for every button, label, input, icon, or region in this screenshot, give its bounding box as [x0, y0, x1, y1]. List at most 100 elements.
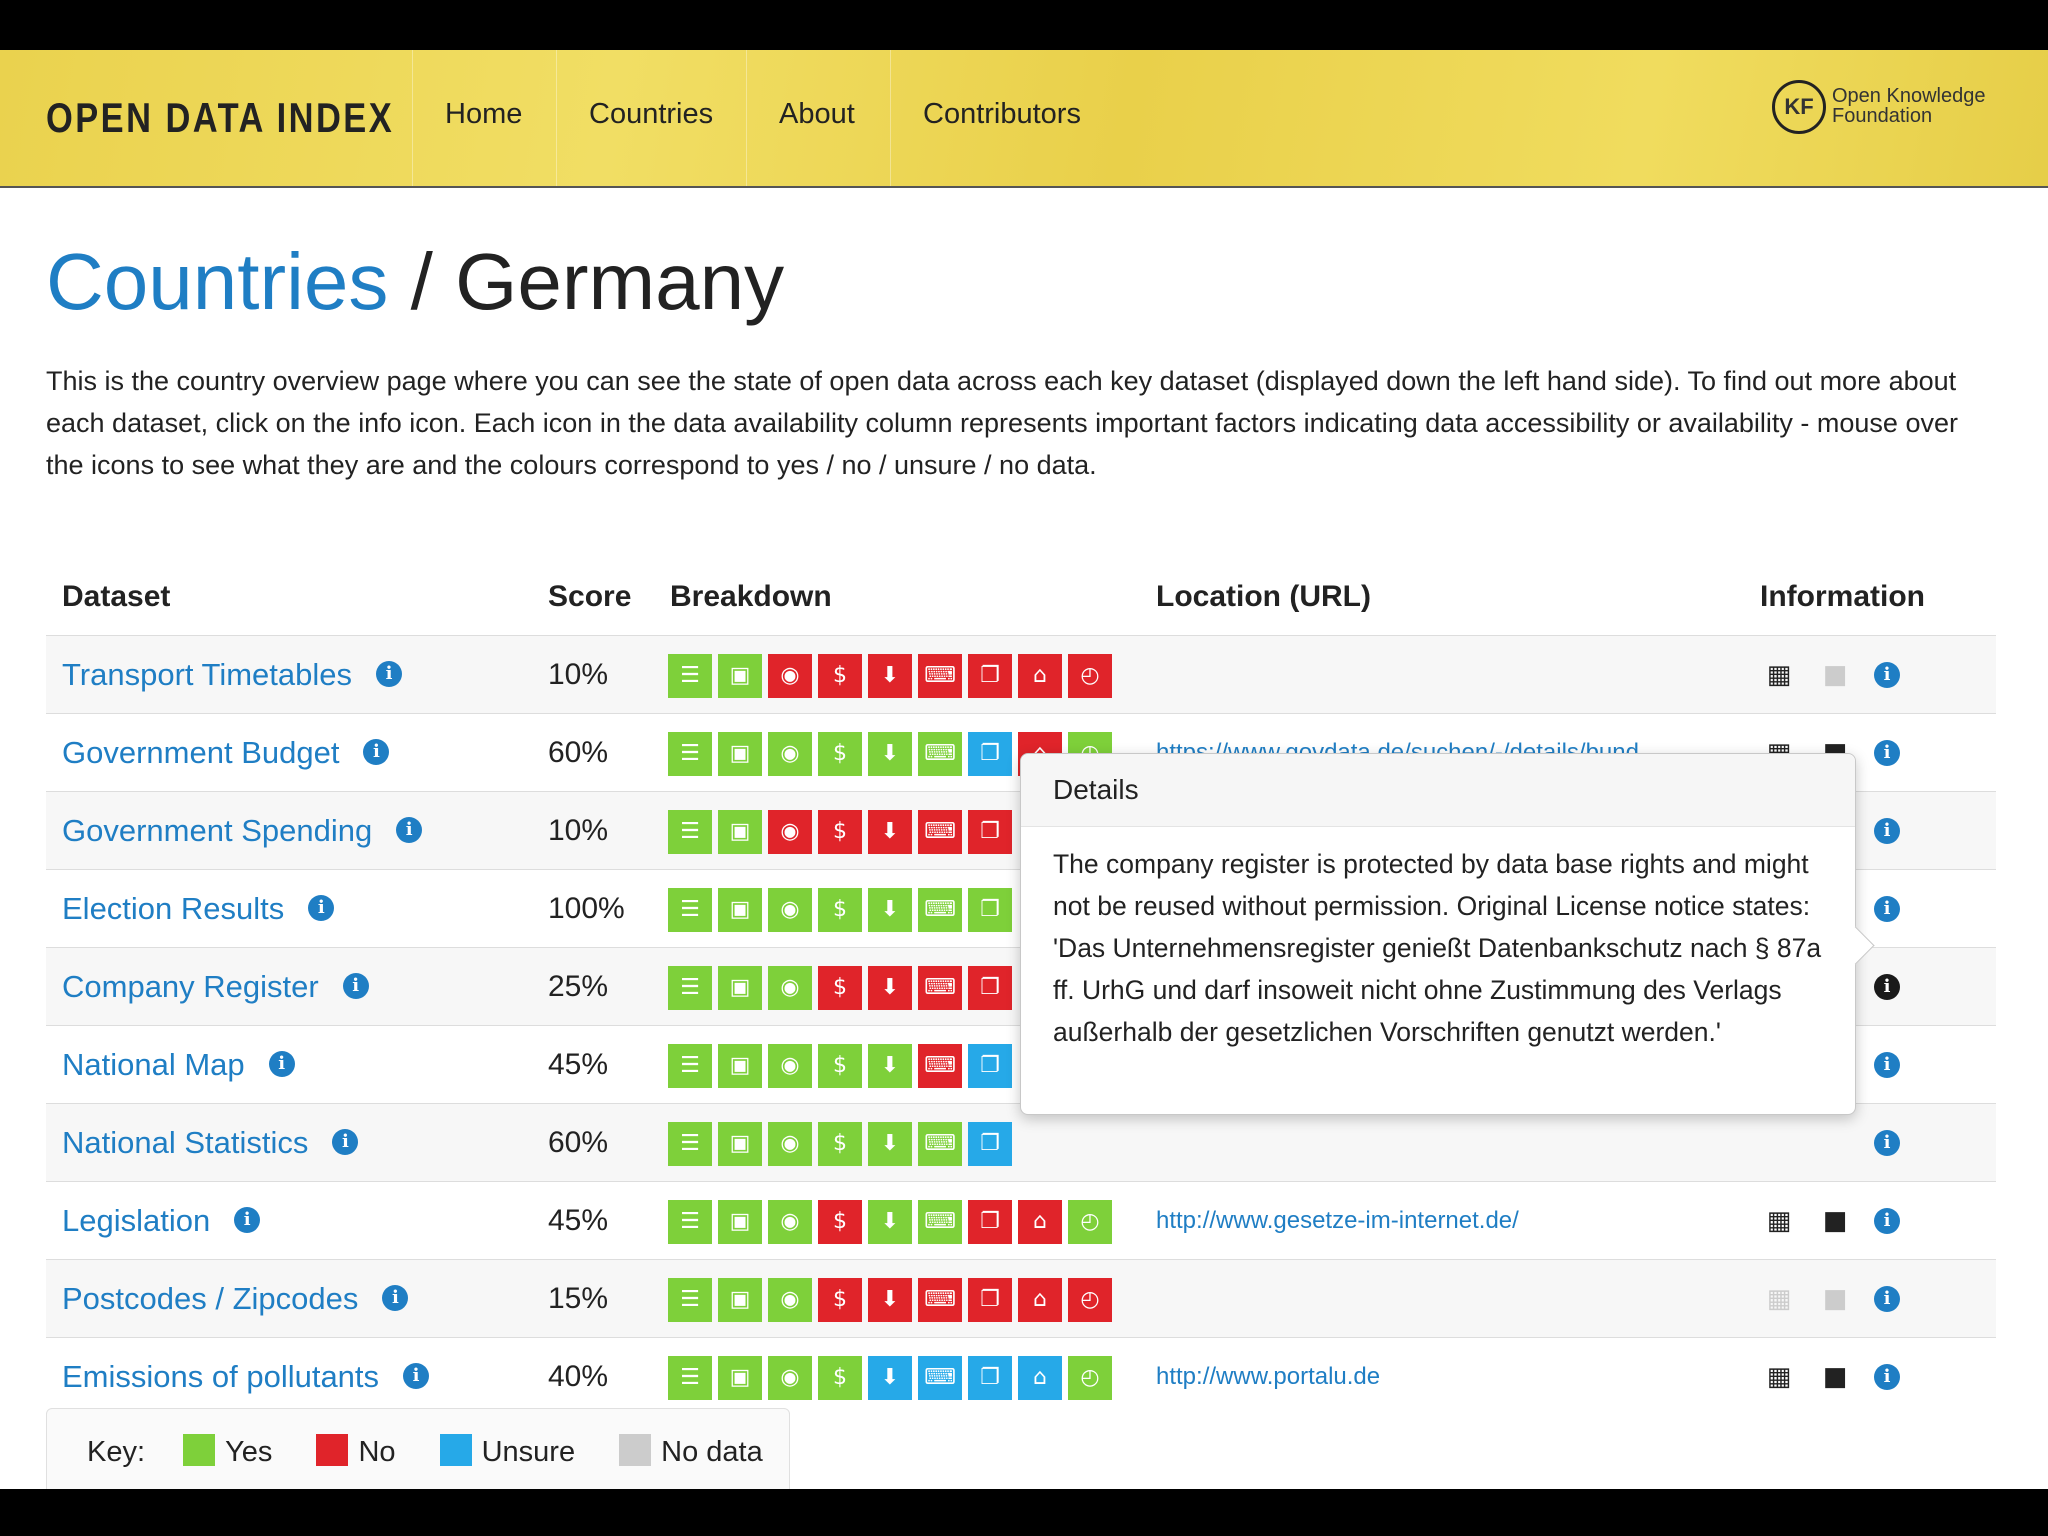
dataset-name[interactable]: Legislation — [62, 1203, 211, 1238]
dataset-link[interactable]: Government Spending i — [62, 792, 423, 870]
dataset-info-icon[interactable]: i — [363, 738, 390, 765]
details-info-icon[interactable]: i — [1874, 896, 1900, 922]
dollar-icon[interactable]: $ — [818, 1044, 862, 1088]
breadcrumb-countries[interactable]: Countries — [46, 237, 389, 326]
save-icon[interactable]: ▣ — [718, 1200, 762, 1244]
eye-icon[interactable]: ◉ — [768, 654, 812, 698]
eye-icon[interactable]: ◉ — [768, 1200, 812, 1244]
copy-icon[interactable]: ❐ — [968, 1356, 1012, 1400]
calendar-icon[interactable]: ▦ — [1766, 1206, 1792, 1236]
details-info-icon[interactable]: i — [1874, 740, 1900, 766]
file-icon[interactable]: ☰ — [668, 810, 712, 854]
file-icon[interactable]: ☰ — [668, 888, 712, 932]
dataset-info-icon[interactable]: i — [382, 1284, 409, 1311]
download-icon[interactable]: ⬇ — [868, 1200, 912, 1244]
file-icon[interactable]: ☰ — [668, 654, 712, 698]
eye-icon[interactable]: ◉ — [768, 966, 812, 1010]
file-icon[interactable]: ☰ — [668, 1278, 712, 1322]
eye-icon[interactable]: ◉ — [768, 888, 812, 932]
keyboard-icon[interactable]: ⌨ — [918, 732, 962, 776]
details-info-icon[interactable]: i — [1874, 1286, 1900, 1312]
dataset-info-icon[interactable]: i — [308, 894, 335, 921]
save-icon[interactable]: ▣ — [718, 732, 762, 776]
dataset-link[interactable]: Legislation i — [62, 1182, 261, 1260]
document-icon[interactable]: ■ — [1822, 660, 1848, 690]
save-icon[interactable]: ▣ — [718, 1356, 762, 1400]
dataset-name[interactable]: National Map — [62, 1047, 245, 1082]
file-icon[interactable]: ☰ — [668, 1122, 712, 1166]
dataset-link[interactable]: Government Budget i — [62, 714, 390, 792]
copy-icon[interactable]: ❐ — [968, 1278, 1012, 1322]
save-icon[interactable]: ▣ — [718, 888, 762, 932]
clock-icon[interactable]: ◴ — [1068, 1356, 1112, 1400]
dataset-link[interactable]: Postcodes / Zipcodes i — [62, 1260, 409, 1338]
dataset-link[interactable]: Emissions of pollutants i — [62, 1338, 430, 1416]
dollar-icon[interactable]: $ — [818, 1278, 862, 1322]
keyboard-icon[interactable]: ⌨ — [918, 1356, 962, 1400]
dataset-info-icon[interactable]: i — [332, 1128, 359, 1155]
save-icon[interactable]: ▣ — [718, 1122, 762, 1166]
keyboard-icon[interactable]: ⌨ — [918, 1200, 962, 1244]
keyboard-icon[interactable]: ⌨ — [918, 810, 962, 854]
keyboard-icon[interactable]: ⌨ — [918, 1278, 962, 1322]
keyboard-icon[interactable]: ⌨ — [918, 888, 962, 932]
dollar-icon[interactable]: $ — [818, 1200, 862, 1244]
save-icon[interactable]: ▣ — [718, 1278, 762, 1322]
copy-icon[interactable]: ❐ — [968, 732, 1012, 776]
nav-about[interactable]: About — [746, 50, 887, 186]
clock-icon[interactable]: ◴ — [1068, 1278, 1112, 1322]
copy-icon[interactable]: ❐ — [968, 1122, 1012, 1166]
keyboard-icon[interactable]: ⌨ — [918, 1044, 962, 1088]
calendar-icon[interactable]: ▦ — [1766, 660, 1792, 690]
dataset-name[interactable]: Company Register — [62, 969, 319, 1004]
dollar-icon[interactable]: $ — [818, 888, 862, 932]
copy-icon[interactable]: ❐ — [968, 654, 1012, 698]
save-icon[interactable]: ▣ — [718, 654, 762, 698]
unlock-icon[interactable]: ⌂ — [1018, 654, 1062, 698]
dataset-name[interactable]: National Statistics — [62, 1125, 309, 1160]
eye-icon[interactable]: ◉ — [768, 810, 812, 854]
details-info-icon[interactable]: i — [1874, 1208, 1900, 1234]
eye-icon[interactable]: ◉ — [768, 732, 812, 776]
eye-icon[interactable]: ◉ — [768, 1122, 812, 1166]
dollar-icon[interactable]: $ — [818, 1356, 862, 1400]
download-icon[interactable]: ⬇ — [868, 1044, 912, 1088]
dataset-name[interactable]: Transport Timetables — [62, 657, 353, 692]
nav-contributors[interactable]: Contributors — [890, 50, 1113, 186]
dollar-icon[interactable]: $ — [818, 966, 862, 1010]
dataset-link[interactable]: Company Register i — [62, 948, 369, 1026]
file-icon[interactable]: ☰ — [668, 1200, 712, 1244]
dataset-link[interactable]: Election Results i — [62, 870, 335, 948]
nav-home[interactable]: Home — [412, 50, 554, 186]
document-icon[interactable]: ■ — [1822, 1206, 1848, 1236]
file-icon[interactable]: ☰ — [668, 966, 712, 1010]
download-icon[interactable]: ⬇ — [868, 888, 912, 932]
unlock-icon[interactable]: ⌂ — [1018, 1200, 1062, 1244]
unlock-icon[interactable]: ⌂ — [1018, 1356, 1062, 1400]
dollar-icon[interactable]: $ — [818, 810, 862, 854]
dataset-name[interactable]: Government Budget — [62, 735, 340, 770]
download-icon[interactable]: ⬇ — [868, 1122, 912, 1166]
details-info-icon[interactable]: i — [1874, 662, 1900, 688]
unlock-icon[interactable]: ⌂ — [1018, 1278, 1062, 1322]
nav-countries[interactable]: Countries — [556, 50, 745, 186]
download-icon[interactable]: ⬇ — [868, 654, 912, 698]
dataset-name[interactable]: Government Spending — [62, 813, 373, 848]
download-icon[interactable]: ⬇ — [868, 1278, 912, 1322]
save-icon[interactable]: ▣ — [718, 966, 762, 1010]
dollar-icon[interactable]: $ — [818, 732, 862, 776]
copy-icon[interactable]: ❐ — [968, 810, 1012, 854]
dataset-info-icon[interactable]: i — [342, 972, 369, 999]
details-info-icon[interactable]: i — [1874, 1130, 1900, 1156]
copy-icon[interactable]: ❐ — [968, 1044, 1012, 1088]
dataset-name[interactable]: Postcodes / Zipcodes — [62, 1281, 359, 1316]
keyboard-icon[interactable]: ⌨ — [918, 1122, 962, 1166]
keyboard-icon[interactable]: ⌨ — [918, 654, 962, 698]
dataset-info-icon[interactable]: i — [376, 660, 403, 687]
copy-icon[interactable]: ❐ — [968, 1200, 1012, 1244]
save-icon[interactable]: ▣ — [718, 1044, 762, 1088]
dataset-info-icon[interactable]: i — [403, 1362, 430, 1389]
dataset-url-link[interactable]: http://www.portalu.de — [1156, 1363, 1381, 1390]
clock-icon[interactable]: ◴ — [1068, 654, 1112, 698]
dataset-link[interactable]: Transport Timetables i — [62, 636, 403, 714]
